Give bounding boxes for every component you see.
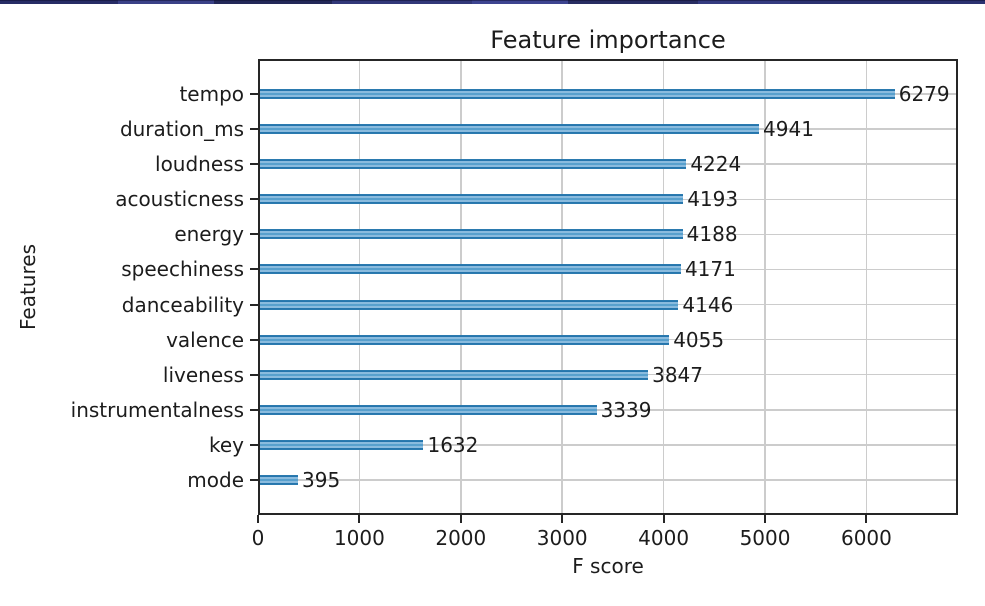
x-tick-label: 2000 (435, 526, 487, 550)
bar-mode (258, 474, 299, 485)
gridline-horizontal (258, 409, 958, 411)
bar-instrumentalness (258, 404, 597, 415)
y-tick (250, 93, 258, 96)
bar-value-label: 4188 (686, 222, 738, 247)
x-tick (257, 515, 259, 523)
bar-value-label: 3339 (600, 397, 652, 422)
y-tick (250, 233, 258, 236)
y-tick-label-tempo: tempo (179, 82, 244, 107)
bar-loudness (258, 159, 687, 170)
bar-value-label: 4224 (690, 152, 742, 177)
bar-acousticness (258, 194, 684, 205)
bar-value-label: 4941 (763, 117, 814, 142)
y-tick (250, 128, 258, 131)
x-tick (358, 515, 361, 523)
y-tick-label-loudness: loudness (155, 152, 244, 177)
chrome-strip-segment (332, 0, 472, 4)
y-tick (250, 408, 258, 411)
bar-key (258, 439, 424, 450)
x-tick-label: 1000 (333, 526, 385, 550)
bar-danceability (258, 299, 679, 310)
gridline-vertical (662, 59, 665, 515)
y-tick-label-duration_ms: duration_ms (119, 117, 244, 142)
x-tick-label: 5000 (739, 526, 791, 550)
x-tick (561, 515, 564, 523)
x-tick (764, 515, 767, 523)
x-tick (865, 515, 868, 523)
x-tick-label: 3000 (536, 526, 588, 550)
chrome-strip-segment (568, 0, 698, 4)
browser-chrome-strip (0, 0, 985, 4)
chrome-strip-segment (472, 0, 568, 4)
bar-liveness (258, 369, 649, 380)
bar-value-label: 3847 (652, 362, 703, 387)
y-axis-title: Features (16, 244, 40, 330)
gridline-horizontal (258, 479, 958, 481)
x-tick-label: 4000 (638, 526, 690, 550)
y-tick-label-energy: energy (174, 222, 244, 247)
gridline-vertical (460, 59, 462, 515)
y-tick-label-mode: mode (187, 467, 244, 492)
bar-valence (258, 334, 670, 345)
gridline-vertical (764, 59, 766, 515)
gridline-vertical (865, 59, 868, 515)
x-tick-label: 6000 (840, 526, 892, 550)
chrome-strip-segment (790, 0, 985, 4)
bar-value-label: 4193 (687, 187, 739, 212)
y-tick (250, 443, 258, 446)
y-tick (250, 268, 258, 271)
bar-value-label: 4146 (682, 292, 734, 317)
x-tick (662, 515, 665, 523)
gridline-vertical (561, 59, 563, 515)
y-tick (250, 373, 258, 376)
y-tick (250, 198, 258, 201)
y-tick-label-instrumentalness: instrumentalness (70, 397, 244, 422)
gridline-vertical (358, 59, 361, 515)
x-axis-title: F score (572, 554, 644, 578)
y-tick (250, 478, 258, 481)
y-tick (250, 163, 258, 166)
y-tick (250, 338, 258, 341)
bar-energy (258, 229, 683, 240)
bar-value-label: 4055 (673, 327, 725, 352)
bar-tempo (258, 89, 895, 100)
chart-title: Feature importance (490, 26, 726, 54)
bar-speechiness (258, 264, 681, 275)
y-tick-label-key: key (208, 432, 244, 457)
chrome-strip-segment (214, 0, 332, 4)
y-tick-label-valence: valence (166, 327, 244, 352)
bar-value-label: 395 (302, 467, 341, 492)
chrome-strip-segment (0, 0, 118, 4)
y-tick-label-acousticness: acousticness (115, 187, 244, 212)
feature-importance-chart: Feature importance Features F score 6279… (0, 4, 985, 606)
chrome-strip-segment (118, 0, 214, 4)
bar-duration_ms (258, 124, 760, 135)
y-tick-label-danceability: danceability (121, 292, 244, 317)
x-tick-label: 0 (251, 526, 265, 550)
bar-value-label: 6279 (898, 82, 950, 107)
x-tick (459, 515, 462, 523)
bar-value-label: 1632 (427, 432, 479, 457)
chrome-strip-segment (698, 0, 790, 4)
y-tick-label-speechiness: speechiness (121, 257, 244, 282)
y-tick-label-liveness: liveness (162, 362, 244, 387)
gridline-horizontal (258, 444, 958, 446)
y-tick (250, 303, 258, 306)
bar-value-label: 4171 (684, 257, 736, 282)
